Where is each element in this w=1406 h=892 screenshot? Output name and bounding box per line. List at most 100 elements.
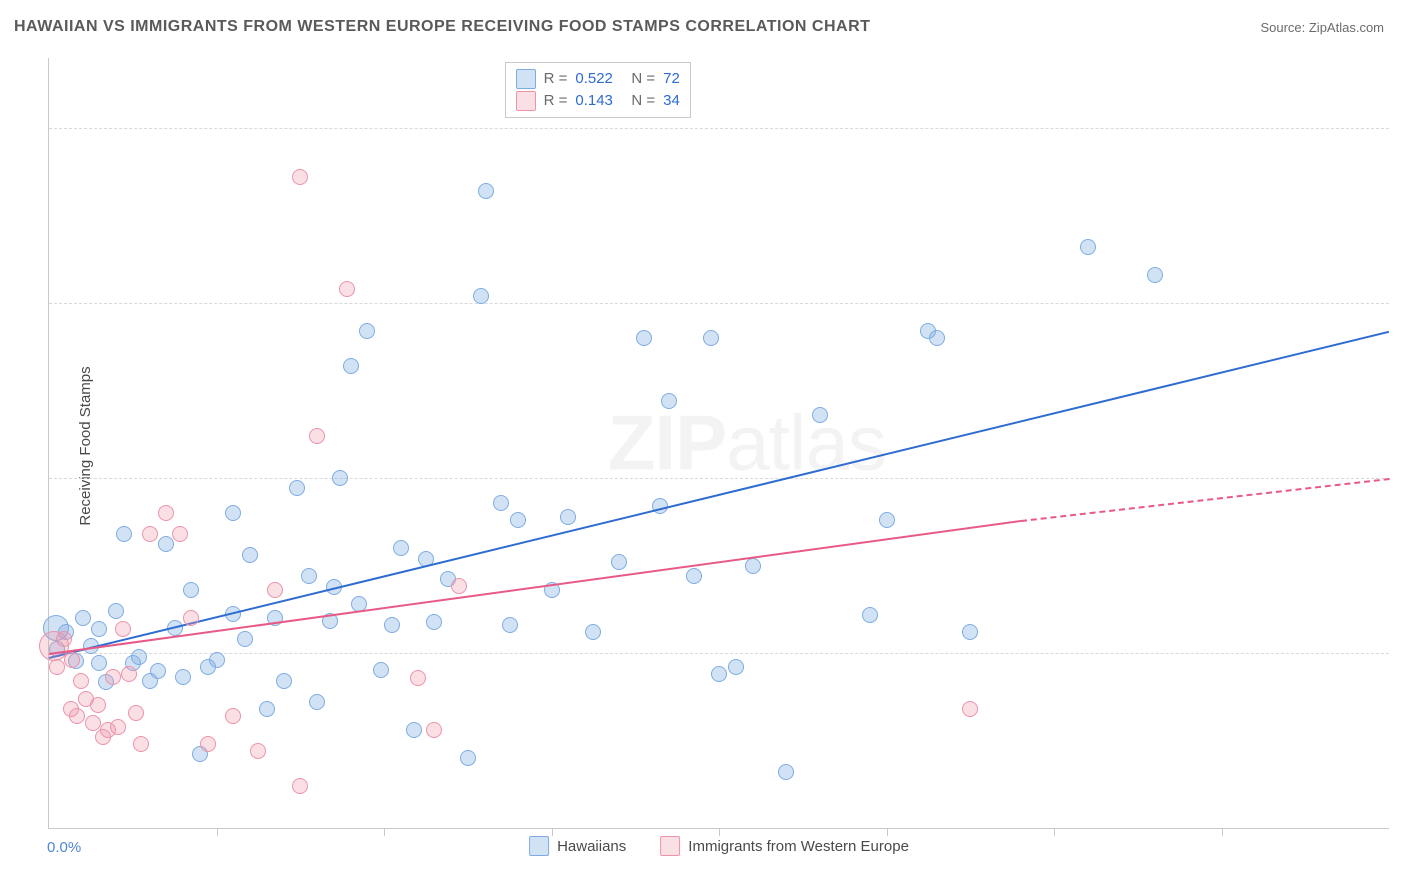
- data-point: [225, 505, 241, 521]
- data-point: [85, 715, 101, 731]
- data-point: [384, 617, 400, 633]
- x-tick: [217, 828, 218, 836]
- gridline: [49, 303, 1389, 304]
- x-tick: [719, 828, 720, 836]
- x-tick: [1054, 828, 1055, 836]
- data-point: [359, 323, 375, 339]
- data-point: [879, 512, 895, 528]
- x-tick: [384, 828, 385, 836]
- trend-line: [1020, 478, 1389, 522]
- data-point: [115, 621, 131, 637]
- legend-swatch: [516, 91, 536, 111]
- y-tick-label: 37.5%: [1393, 295, 1406, 312]
- legend-swatch: [529, 836, 549, 856]
- data-point: [56, 631, 72, 647]
- data-point: [90, 697, 106, 713]
- data-point: [1147, 267, 1163, 283]
- data-point: [812, 407, 828, 423]
- data-point: [250, 743, 266, 759]
- data-point: [636, 330, 652, 346]
- data-point: [332, 470, 348, 486]
- legend-swatch: [660, 836, 680, 856]
- data-point: [502, 617, 518, 633]
- series-legend-item: Immigrants from Western Europe: [660, 836, 909, 856]
- legend-N-value: 72: [663, 68, 680, 90]
- data-point: [778, 764, 794, 780]
- data-point: [585, 624, 601, 640]
- data-point: [406, 722, 422, 738]
- y-tick-label: 12.5%: [1393, 645, 1406, 662]
- data-point: [237, 631, 253, 647]
- data-point: [309, 428, 325, 444]
- data-point: [276, 673, 292, 689]
- data-point: [242, 547, 258, 563]
- data-point: [142, 526, 158, 542]
- data-point: [225, 708, 241, 724]
- data-point: [267, 582, 283, 598]
- series-name: Hawaiians: [557, 838, 626, 855]
- data-point: [661, 393, 677, 409]
- series-name: Immigrants from Western Europe: [688, 838, 909, 855]
- x-tick: [552, 828, 553, 836]
- data-point: [133, 736, 149, 752]
- data-point: [209, 652, 225, 668]
- data-point: [711, 666, 727, 682]
- legend-R-value: 0.143: [575, 90, 623, 112]
- data-point: [393, 540, 409, 556]
- data-point: [478, 183, 494, 199]
- data-point: [962, 701, 978, 717]
- chart-container: HAWAIIAN VS IMMIGRANTS FROM WESTERN EURO…: [0, 0, 1406, 892]
- data-point: [493, 495, 509, 511]
- legend-N-value: 34: [663, 90, 680, 112]
- data-point: [460, 750, 476, 766]
- data-point: [108, 603, 124, 619]
- y-tick-label: 25.0%: [1393, 470, 1406, 487]
- series-legend: Hawaiians Immigrants from Western Europe: [529, 836, 909, 856]
- data-point: [121, 666, 137, 682]
- data-point: [200, 736, 216, 752]
- data-point: [703, 330, 719, 346]
- series-legend-item: Hawaiians: [529, 836, 626, 856]
- data-point: [929, 330, 945, 346]
- data-point: [426, 722, 442, 738]
- data-point: [339, 281, 355, 297]
- data-point: [560, 509, 576, 525]
- data-point: [105, 669, 121, 685]
- data-point: [158, 505, 174, 521]
- data-point: [69, 708, 85, 724]
- data-point: [183, 582, 199, 598]
- data-point: [292, 778, 308, 794]
- source-label: Source: ZipAtlas.com: [1260, 20, 1384, 35]
- data-point: [301, 568, 317, 584]
- data-point: [309, 694, 325, 710]
- plot-area: ZIPatlas 0.0% 80.0% R =0.522N =72R =0.14…: [48, 58, 1389, 829]
- data-point: [49, 659, 65, 675]
- trend-line: [49, 331, 1389, 659]
- data-point: [172, 526, 188, 542]
- x-tick: [1222, 828, 1223, 836]
- legend-R-label: R =: [544, 90, 568, 112]
- data-point: [410, 670, 426, 686]
- data-point: [73, 673, 89, 689]
- data-point: [183, 610, 199, 626]
- data-point: [510, 512, 526, 528]
- gridline: [49, 478, 1389, 479]
- data-point: [373, 662, 389, 678]
- data-point: [150, 663, 166, 679]
- legend-swatch: [516, 69, 536, 89]
- legend-N-label: N =: [631, 68, 655, 90]
- gridline: [49, 653, 1389, 654]
- data-point: [116, 526, 132, 542]
- data-point: [862, 607, 878, 623]
- data-point: [745, 558, 761, 574]
- data-point: [1080, 239, 1096, 255]
- legend-N-label: N =: [631, 90, 655, 112]
- data-point: [289, 480, 305, 496]
- data-point: [686, 568, 702, 584]
- legend-R-value: 0.522: [575, 68, 623, 90]
- stats-legend: R =0.522N =72R =0.143N =34: [505, 62, 691, 118]
- x-axis-min-label: 0.0%: [47, 839, 81, 856]
- data-point: [75, 610, 91, 626]
- x-tick: [887, 828, 888, 836]
- data-point: [451, 578, 467, 594]
